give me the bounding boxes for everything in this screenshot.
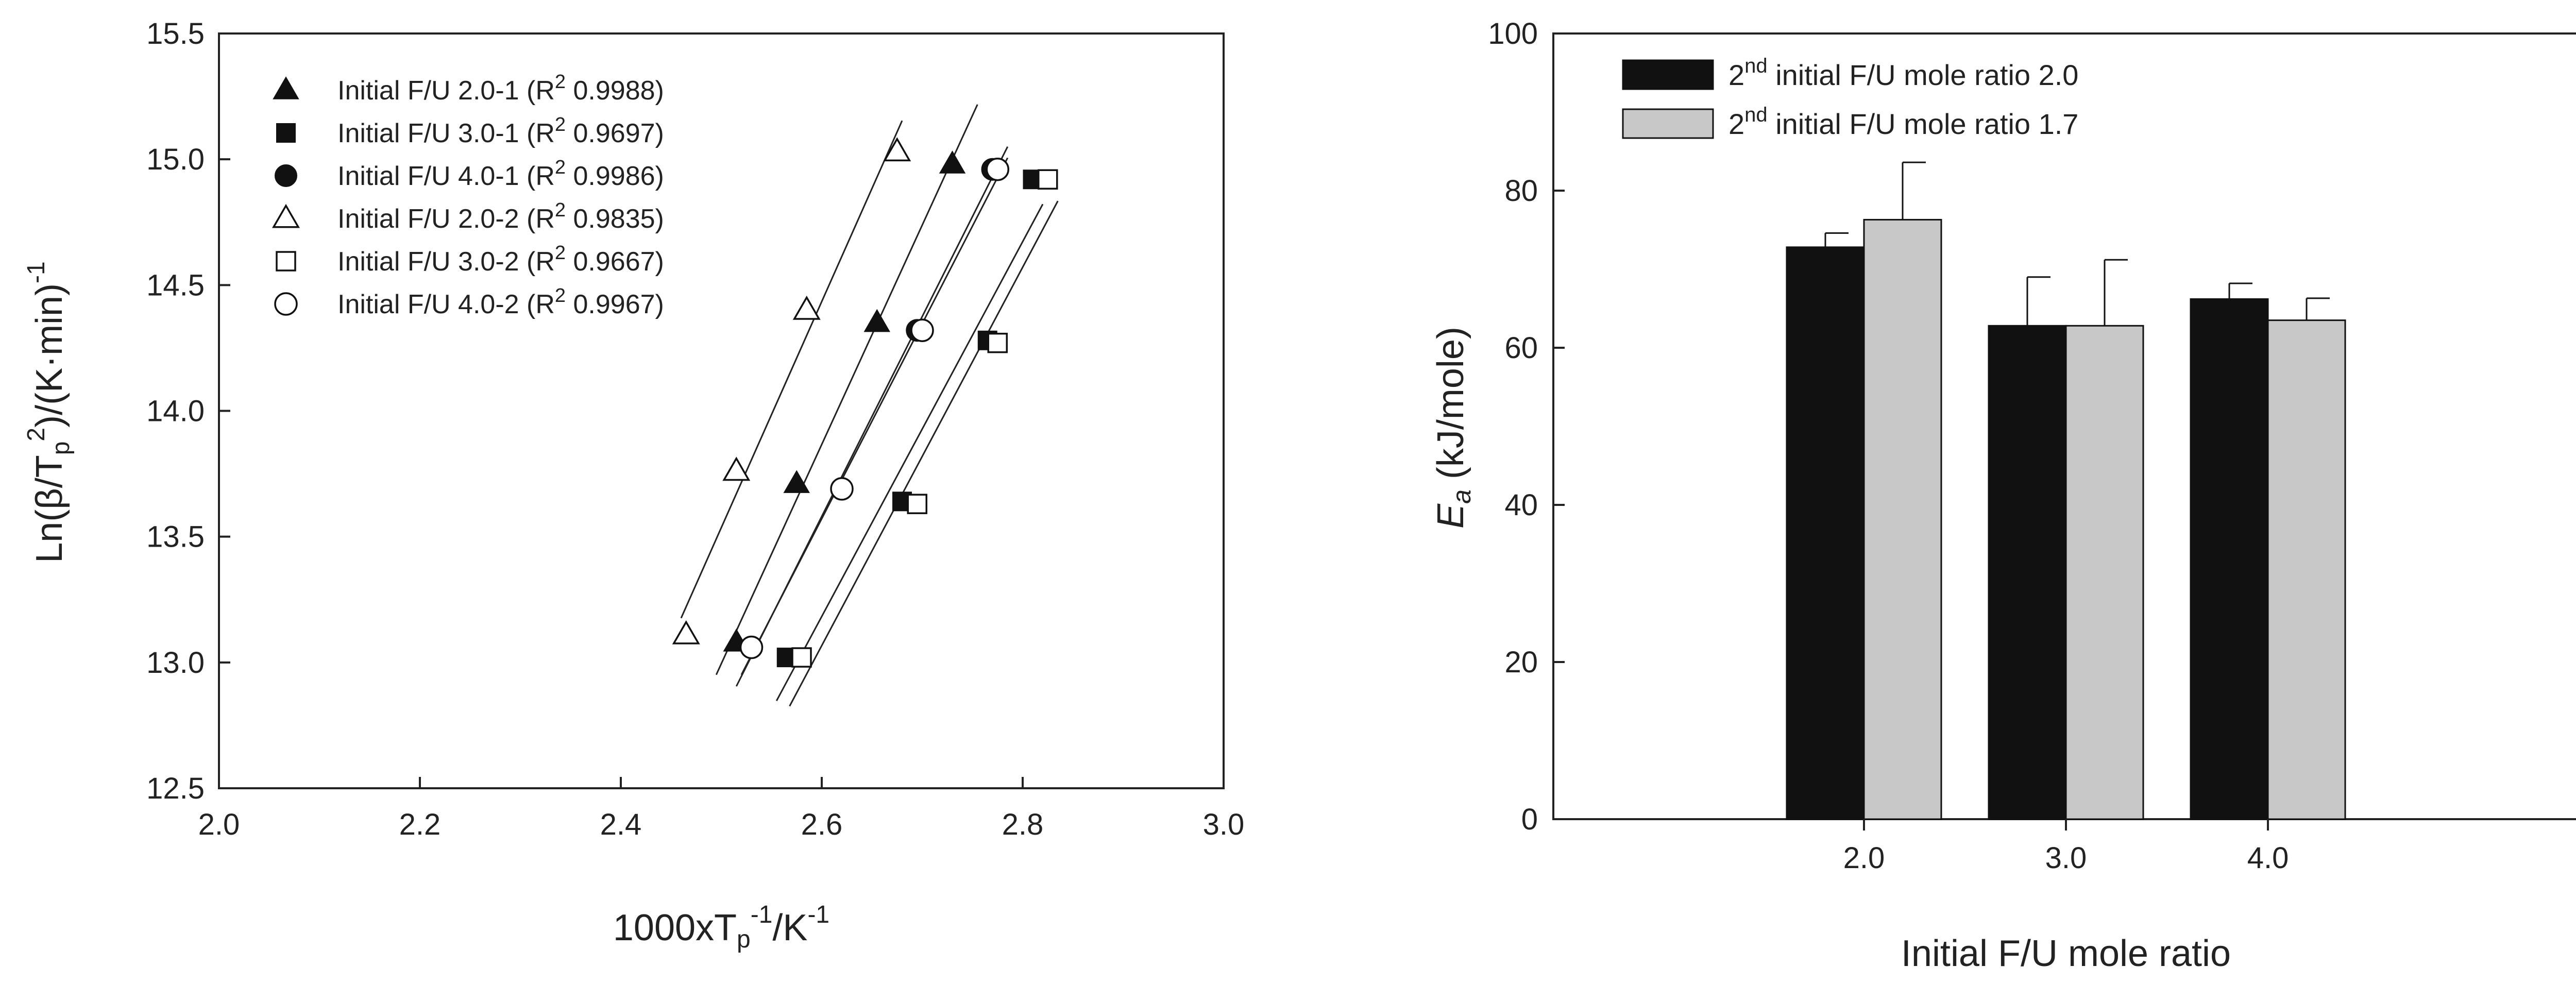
data-point-series-0 bbox=[863, 309, 890, 332]
y-tick-label: 14.0 bbox=[146, 395, 205, 428]
legend-marker-1 bbox=[276, 123, 296, 143]
x-tick-label: 2.2 bbox=[399, 808, 441, 841]
x-tick-label: 3.0 bbox=[1203, 808, 1245, 841]
y-tick-label: 12.5 bbox=[146, 772, 205, 805]
legend-label-3: Initial F/U 2.0-2 (R2 0.9835) bbox=[337, 199, 664, 234]
fit-line-series-1 bbox=[775, 204, 1044, 701]
bar-legend-swatch-1 bbox=[1622, 108, 1714, 139]
data-point-series-4 bbox=[791, 647, 812, 668]
bar-y-tick-label: 0 bbox=[1521, 803, 1538, 836]
bar-x-tick-label: 2.0 bbox=[1843, 841, 1885, 875]
x-tick-label: 2.6 bbox=[801, 808, 843, 841]
bar-series-0-cat-0 bbox=[1786, 246, 1865, 820]
bar-y-tick-label: 20 bbox=[1504, 646, 1538, 679]
legend-label-5: Initial F/U 4.0-2 (R2 0.9967) bbox=[337, 285, 664, 319]
bar-x-axis-label: Initial F/U mole ratio bbox=[1901, 933, 2231, 974]
x-tick-label: 2.4 bbox=[600, 808, 642, 841]
bar-series-0-cat-1 bbox=[1988, 325, 2067, 820]
y-tick-label: 13.0 bbox=[146, 646, 205, 680]
legend-marker-3 bbox=[272, 204, 300, 228]
y-tick-label: 14.5 bbox=[146, 268, 205, 302]
data-point-series-5 bbox=[739, 635, 764, 659]
bar-x-tick-label: 3.0 bbox=[2045, 841, 2087, 875]
data-point-series-5 bbox=[986, 157, 1009, 181]
data-point-series-5 bbox=[830, 477, 854, 501]
y-tick-label: 15.0 bbox=[146, 143, 205, 176]
data-point-series-3 bbox=[792, 295, 821, 320]
data-point-series-4 bbox=[1038, 169, 1058, 190]
bar-series-0-cat-2 bbox=[2190, 298, 2269, 820]
bar-y-tick-label: 100 bbox=[1488, 17, 1538, 50]
bar-series-1-cat-2 bbox=[2267, 319, 2346, 820]
bar-y-tick-label: 40 bbox=[1504, 488, 1538, 522]
bar-legend-label-1: 2nd initial F/U mole ratio 1.7 bbox=[1728, 104, 2078, 140]
scatter-y-axis-label: Ln(β/Tp2)/(K·min)-1 bbox=[23, 261, 75, 563]
data-point-series-4 bbox=[907, 494, 927, 514]
data-point-series-3 bbox=[672, 620, 700, 645]
data-point-series-0 bbox=[783, 470, 810, 493]
bar-series-1-cat-0 bbox=[1863, 218, 1942, 820]
bar-series-1-cat-1 bbox=[2065, 325, 2144, 820]
legend-marker-2 bbox=[275, 164, 297, 187]
legend-marker-4 bbox=[276, 251, 296, 272]
bar-legend-swatch-0 bbox=[1622, 59, 1714, 90]
bar-legend-label-0: 2nd initial F/U mole ratio 2.0 bbox=[1728, 55, 2078, 91]
legend-marker-0 bbox=[273, 76, 299, 99]
y-tick-label: 13.5 bbox=[146, 520, 205, 554]
legend-label-0: Initial F/U 2.0-1 (R2 0.9988) bbox=[337, 71, 664, 106]
scatter-x-axis-label: 1000xTp-1/K-1 bbox=[613, 901, 829, 953]
fit-line-series-4 bbox=[789, 200, 1059, 707]
fit-line-series-0 bbox=[715, 104, 978, 675]
legend-marker-5 bbox=[274, 292, 298, 316]
data-point-series-5 bbox=[910, 318, 934, 342]
bar-y-tick-label: 80 bbox=[1504, 174, 1538, 208]
fit-line-series-3 bbox=[680, 120, 903, 619]
bar-y-axis-label: Ea (kJ/mole) bbox=[1430, 327, 1476, 529]
data-point-series-3 bbox=[883, 137, 911, 162]
data-point-series-4 bbox=[987, 332, 1008, 353]
bar-panel: 0 20 40 60 80 100 2.0 3.0 4.0 2nd initial F/U m… bbox=[1430, 17, 2576, 974]
bar-y-tick-label: 60 bbox=[1504, 331, 1538, 365]
legend-label-4: Initial F/U 3.0-2 (R2 0.9667) bbox=[337, 242, 664, 277]
x-tick-label: 2.8 bbox=[1002, 808, 1044, 841]
legend-label-2: Initial F/U 4.0-1 (R2 0.9986) bbox=[337, 157, 664, 191]
data-point-series-3 bbox=[722, 456, 751, 481]
bar-x-tick-label: 4.0 bbox=[2247, 841, 2289, 875]
y-tick-label: 15.5 bbox=[146, 17, 205, 50]
data-point-series-0 bbox=[939, 150, 966, 174]
fit-line-series-5 bbox=[740, 157, 1009, 675]
scatter-panel: 2.0 2.2 2.4 2.6 2.8 3.0 12.5 13.0 13.5 14.0 14.5 1… bbox=[23, 17, 1244, 953]
legend-label-1: Initial F/U 3.0-1 (R2 0.9697) bbox=[337, 114, 664, 148]
x-tick-label: 2.0 bbox=[198, 808, 240, 841]
